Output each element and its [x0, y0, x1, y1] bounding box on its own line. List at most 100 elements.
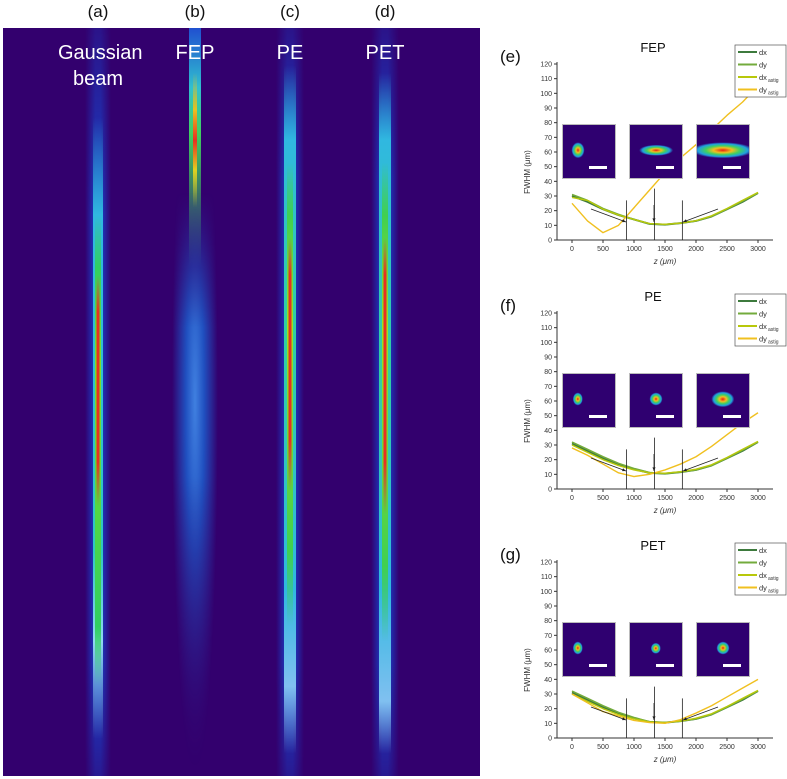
y-tick-label: 20	[544, 457, 552, 464]
beam-spot	[650, 643, 662, 654]
series-line-dx_astig	[571, 689, 759, 724]
x-tick-label: 2500	[719, 246, 735, 253]
arrow-line	[682, 706, 719, 721]
arrow-head-icon	[683, 219, 687, 223]
scale-bar	[656, 166, 674, 169]
y-tick-label: 110	[541, 76, 552, 83]
scale-bar	[589, 415, 607, 418]
y-axis-label: FWHM (μm)	[523, 399, 532, 443]
scale-bar	[589, 664, 607, 667]
series-line-dy_astig	[571, 678, 759, 725]
arrow-head-icon	[652, 218, 656, 222]
panel-label: (g)	[500, 545, 521, 564]
panel-label-a: (a)	[87, 2, 109, 21]
beam-spot	[571, 142, 585, 159]
legend-subscript: astig	[768, 340, 779, 346]
y-tick-label: 50	[544, 413, 552, 420]
x-axis-label: z (μm)	[653, 506, 677, 515]
beam-profile-inset	[562, 124, 616, 179]
y-tick-label: 20	[544, 208, 552, 215]
y-tick-label: 10	[544, 472, 552, 479]
legend-box	[734, 542, 787, 596]
beam-profile-inset	[562, 373, 616, 428]
legend-label: dy	[759, 559, 767, 568]
beam-pe	[270, 28, 310, 776]
series-line-dx	[571, 192, 759, 226]
legend-label: dy	[759, 86, 767, 95]
y-tick-label: 90	[544, 604, 552, 611]
arrow-head-icon	[622, 468, 626, 472]
x-tick-label: 3000	[750, 495, 766, 502]
beam-title-fep: FEP	[175, 42, 215, 64]
y-tick-label: 40	[544, 179, 552, 186]
y-tick-label: 90	[544, 106, 552, 113]
beam-propagation-image: Gaussian beam FEP PE PET	[3, 28, 480, 776]
legend-subscript: astig	[768, 589, 779, 595]
y-tick-label: 40	[544, 428, 552, 435]
x-tick-label: 1000	[626, 744, 642, 751]
beam-profile-inset	[696, 373, 750, 428]
beam-profile-inset	[629, 124, 683, 179]
y-tick-label: 80	[544, 369, 552, 376]
x-tick-label: 3000	[750, 246, 766, 253]
legend-label: dx	[759, 297, 767, 306]
y-tick-label: 100	[540, 340, 552, 347]
legend-label: dx	[759, 48, 767, 57]
y-tick-label: 70	[544, 633, 552, 640]
y-tick-label: 30	[544, 443, 552, 450]
y-tick-label: 120	[540, 311, 552, 318]
chart-title: PE	[644, 289, 662, 304]
x-tick-label: 2000	[688, 246, 704, 253]
y-tick-label: 20	[544, 706, 552, 713]
y-tick-label: 90	[544, 355, 552, 362]
x-tick-label: 0	[570, 246, 574, 253]
y-tick-label: 70	[544, 384, 552, 391]
y-tick-label: 40	[544, 677, 552, 684]
x-tick-label: 500	[597, 495, 609, 502]
y-axis-label: FWHM (μm)	[523, 150, 532, 194]
y-tick-label: 80	[544, 120, 552, 127]
beam-spot	[697, 142, 749, 159]
arrow-head-icon	[652, 716, 656, 720]
series-line-dx_astig	[571, 191, 759, 226]
legend-subscript: astig	[768, 91, 779, 97]
x-axis-label: z (μm)	[653, 755, 677, 764]
x-tick-label: 2000	[688, 744, 704, 751]
y-tick-label: 100	[540, 589, 552, 596]
y-tick-label: 110	[541, 325, 552, 332]
scale-bar	[723, 415, 741, 418]
y-tick-label: 30	[544, 194, 552, 201]
arrow-line	[590, 706, 627, 721]
arrow-line	[590, 457, 627, 472]
y-tick-label: 0	[548, 487, 552, 494]
beam-profile-inset	[696, 124, 750, 179]
y-tick-label: 60	[544, 648, 552, 655]
arrow-line	[682, 208, 719, 223]
legend-label: dy	[759, 61, 767, 70]
scale-bar	[723, 166, 741, 169]
x-tick-label: 500	[597, 246, 609, 253]
legend-subscript: astig	[768, 576, 779, 582]
y-tick-label: 110	[541, 574, 552, 581]
x-tick-label: 1500	[657, 744, 673, 751]
beam-title-pet: PET	[365, 42, 405, 64]
beam-pet	[365, 28, 405, 776]
y-tick-label: 50	[544, 662, 552, 669]
arrow-line	[590, 208, 627, 223]
series-line-dx_astig	[571, 440, 759, 474]
x-tick-label: 0	[570, 744, 574, 751]
x-tick-label: 2500	[719, 744, 735, 751]
x-tick-label: 1000	[626, 246, 642, 253]
beam-profile-inset	[629, 622, 683, 677]
x-tick-label: 2000	[688, 495, 704, 502]
x-tick-label: 3000	[750, 744, 766, 751]
y-tick-label: 70	[544, 135, 552, 142]
scale-bar	[656, 415, 674, 418]
legend-label: dy	[759, 584, 767, 593]
y-tick-label: 80	[544, 618, 552, 625]
legend-label: dx	[759, 571, 767, 580]
beam-spot	[711, 391, 735, 408]
legend-label: dy	[759, 335, 767, 344]
arrow-head-icon	[622, 717, 626, 721]
